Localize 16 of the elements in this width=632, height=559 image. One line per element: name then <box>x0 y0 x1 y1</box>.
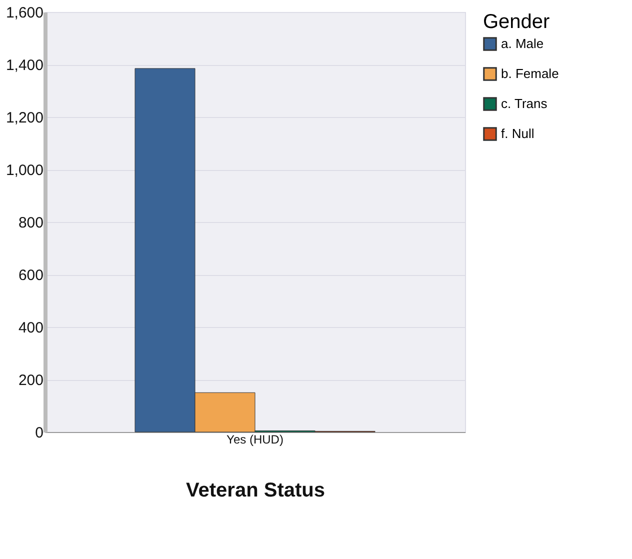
x-axis-title: Veteran Status <box>186 480 325 502</box>
y-tick-label: 400 <box>18 320 44 336</box>
x-tick-label: Yes (HUD) <box>226 432 284 446</box>
legend-title: Gender <box>483 11 550 33</box>
legend-label: b. Female <box>501 66 559 81</box>
y-tick-label: 800 <box>18 214 44 232</box>
y-tick-label: 0 <box>35 424 44 442</box>
y-tick-label: 1,600 <box>6 4 44 22</box>
y-tick-label: 1,000 <box>6 162 44 179</box>
y-tick-label: 200 <box>18 372 44 389</box>
y-tick-label: 600 <box>18 267 44 284</box>
legend-label: f. Null <box>501 126 534 141</box>
y-tick-label: 1,400 <box>6 57 44 74</box>
legend-label: a. Male <box>501 36 544 51</box>
legend-label: c. Trans <box>501 96 548 111</box>
y-tick-label: 1,200 <box>6 110 44 126</box>
